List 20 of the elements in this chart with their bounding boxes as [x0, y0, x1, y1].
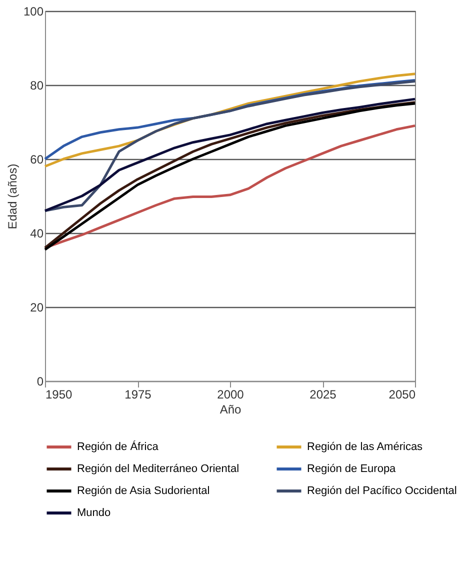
y-axis-title: Edad (años) — [5, 164, 20, 230]
x-tick-label: 2000 — [217, 388, 244, 402]
y-tick-label: 60 — [30, 152, 44, 166]
legend-label: Región de África — [77, 440, 160, 453]
y-tick-label: 100 — [23, 4, 44, 18]
legend-label: Región de las Américas — [307, 441, 424, 453]
x-tick-label: 1950 — [46, 388, 73, 402]
legend-label: Mundo — [77, 507, 111, 519]
legend-label: Región de Europa — [307, 463, 397, 475]
x-tick-label: 2050 — [388, 388, 416, 402]
y-tick-label: 0 — [36, 374, 44, 388]
legend-label: Región del Pacífico Occidental — [307, 485, 457, 497]
x-tick-label: 2025 — [310, 388, 337, 402]
legend-label: Región de Asia Sudoriental — [77, 485, 210, 497]
x-tick-label: 1975 — [124, 388, 152, 402]
legend-label: Región del Mediterráneo Oriental — [77, 463, 240, 475]
x-axis-title: Año — [220, 402, 242, 416]
y-tick-label: 80 — [30, 78, 44, 92]
y-tick-label: 20 — [30, 300, 44, 314]
y-tick-label: 40 — [30, 226, 44, 240]
